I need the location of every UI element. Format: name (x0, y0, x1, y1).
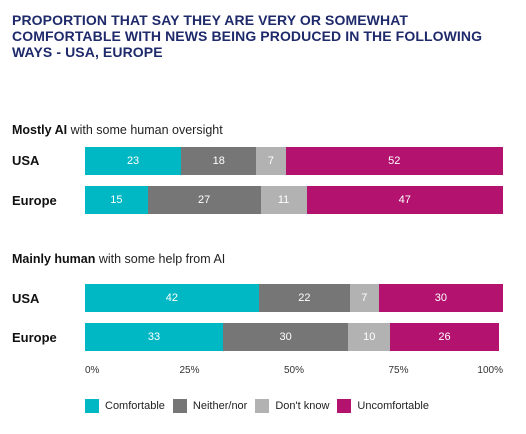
stacked-bar-usa-mostly-ai: 23 18 7 52 (85, 147, 503, 175)
bar-segment-uncomfortable: 52 (285, 147, 503, 175)
legend-label: Don't know (275, 400, 330, 412)
bar-segment-neither-nor: 30 (222, 323, 349, 351)
bar-segment-uncomfortable: 47 (306, 186, 503, 214)
bar-segment-comfortable: 15 (85, 186, 148, 214)
stacked-bar-usa-mainly-human: 42 22 7 30 (85, 284, 503, 312)
bar-segment-neither-nor: 22 (258, 284, 350, 312)
x-axis: 0% 25% 50% 75% 100% (0, 365, 526, 379)
data-label: 33 (147, 331, 161, 343)
x-tick-label: 25% (179, 365, 200, 376)
legend-item-don-t-know: Don't know (255, 399, 329, 413)
legend-label: Comfortable (105, 400, 165, 412)
data-label: 30 (434, 292, 448, 304)
data-label: 30 (279, 331, 292, 343)
bar-segment-don-t-know: 7 (256, 147, 286, 175)
legend-item-neither-nor: Neither/nor (172, 399, 248, 413)
bar-segment-don-t-know: 10 (348, 323, 391, 351)
data-label: 47 (398, 194, 411, 206)
legend-item-comfortable: Comfortable (85, 399, 165, 413)
data-label: 42 (165, 292, 179, 304)
data-label: 10 (363, 331, 376, 343)
legend-swatch (337, 399, 352, 413)
bar-segment-comfortable: 23 (85, 147, 182, 175)
bar-segment-uncomfortable: 26 (390, 323, 499, 351)
data-label: 23 (126, 155, 140, 167)
section-title-mainly-human: Mainly human with some help from AI (12, 252, 225, 266)
x-tick-label: 50% (283, 365, 305, 376)
data-label: 7 (361, 292, 368, 304)
row-label-usa-mostly-ai: USA (12, 153, 40, 168)
legend-label: Uncomfortable (357, 400, 429, 412)
legend-item-uncomfortable: Uncomfortable (337, 399, 429, 413)
bar-segment-comfortable: 33 (85, 323, 223, 351)
bar-segment-uncomfortable: 30 (378, 284, 503, 312)
x-tick-label: 75% (388, 365, 409, 376)
row-label-usa-mainly-human: USA (12, 291, 40, 306)
data-label: 27 (197, 194, 211, 206)
legend-label: Neither/nor (192, 400, 248, 412)
section-title-rest: with some human oversight (67, 123, 223, 137)
data-label: 18 (212, 155, 225, 167)
row-label-europe-mainly-human: Europe (12, 330, 57, 345)
bar-segment-don-t-know: 7 (349, 284, 379, 312)
section-title-bold: Mostly AI (12, 123, 68, 137)
legend: Comfortable Neither/nor Don't know Uncomfor… (85, 398, 429, 414)
section-title-mostly-ai: Mostly AI with some human oversight (12, 123, 223, 137)
bar-segment-don-t-know: 11 (260, 186, 307, 214)
data-label: 11 (277, 194, 290, 206)
section-title-rest: with some help from AI (95, 252, 226, 266)
x-tick-label: 0% (85, 365, 100, 376)
data-label: 26 (438, 331, 451, 343)
bar-segment-comfortable: 42 (85, 284, 259, 312)
legend-swatch (255, 399, 270, 413)
bar-segment-neither-nor: 18 (181, 147, 257, 175)
legend-swatch (172, 399, 187, 413)
section-title-bold: Mainly human (12, 252, 96, 266)
legend-swatch (85, 399, 99, 413)
data-label: 7 (267, 155, 275, 167)
stacked-bar-europe-mostly-ai: 15 27 11 47 (85, 186, 503, 214)
row-label-europe-mostly-ai: Europe (12, 193, 57, 208)
data-label: 22 (298, 292, 311, 304)
x-tick-label: 100% (477, 365, 503, 376)
chart-title: PROPORTION THAT SAY THEY ARE VERY OR SOM… (12, 12, 483, 60)
bar-segment-neither-nor: 27 (147, 186, 261, 214)
stacked-bar-europe-mainly-human: 33 30 10 26 (85, 323, 503, 351)
data-label: 52 (388, 155, 401, 167)
data-label: 15 (110, 194, 123, 206)
